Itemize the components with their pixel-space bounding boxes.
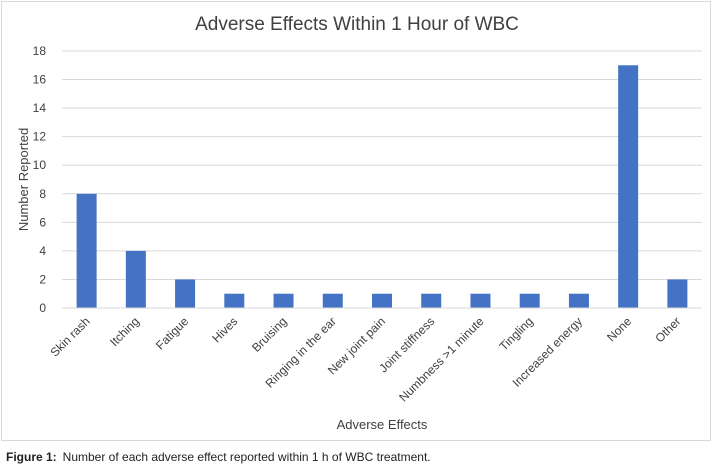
caption-label: Figure 1: (6, 450, 57, 464)
x-tick-label: Bruising (249, 314, 290, 355)
x-tick-label: Numbness >1 minute (396, 314, 487, 405)
y-tick-label: 4 (39, 244, 46, 258)
y-tick-label: 16 (33, 73, 47, 87)
bar-tingling (519, 293, 540, 308)
bar-none (618, 65, 639, 309)
bar-new-joint-pain (372, 293, 392, 308)
y-tick-label: 10 (33, 158, 47, 172)
bar-itching (125, 250, 146, 308)
figure-caption: Figure 1: Number of each adverse effect r… (6, 450, 431, 464)
y-tick-label: 18 (33, 44, 47, 58)
x-tick-label: Itching (107, 314, 142, 349)
y-tick-label: 12 (33, 130, 47, 144)
y-tick-label: 8 (39, 187, 46, 201)
x-tick-label: Other (652, 314, 683, 345)
bar-bruising (273, 293, 294, 308)
y-tick-label: 14 (33, 101, 47, 115)
y-tick-label: 0 (39, 301, 46, 315)
chart-frame: Adverse Effects Within 1 Hour of WBC 0 2 4 6… (1, 1, 711, 441)
x-tick-label: Hives (209, 314, 240, 345)
x-axis-label: Adverse Effects (337, 417, 428, 432)
x-tick-label: Tingling (497, 314, 536, 353)
x-tick-label: None (604, 314, 634, 344)
bar-skin-rash (76, 193, 97, 308)
bar-chart: Adverse Effects Within 1 Hour of WBC 0 2 4 6… (16, 14, 702, 432)
bar-fatigue (175, 279, 196, 308)
bar-increased-energy (568, 293, 589, 308)
caption-text: Number of each adverse effect reported w… (62, 450, 431, 464)
y-tick-label: 2 (39, 272, 46, 286)
bar-numbness-1-minute (470, 293, 491, 308)
bar-joint-stiffness (421, 293, 442, 308)
bar-other (667, 279, 688, 308)
x-tick-label: Skin rash (47, 314, 92, 359)
bar-hives (224, 293, 245, 308)
y-axis-label: Number Reported (16, 128, 31, 231)
x-tick-label: Fatigue (153, 314, 191, 352)
y-tick-label: 6 (39, 215, 46, 229)
chart-title: Adverse Effects Within 1 Hour of WBC (195, 14, 519, 35)
bar-ringing-in-the-ear (322, 293, 343, 308)
